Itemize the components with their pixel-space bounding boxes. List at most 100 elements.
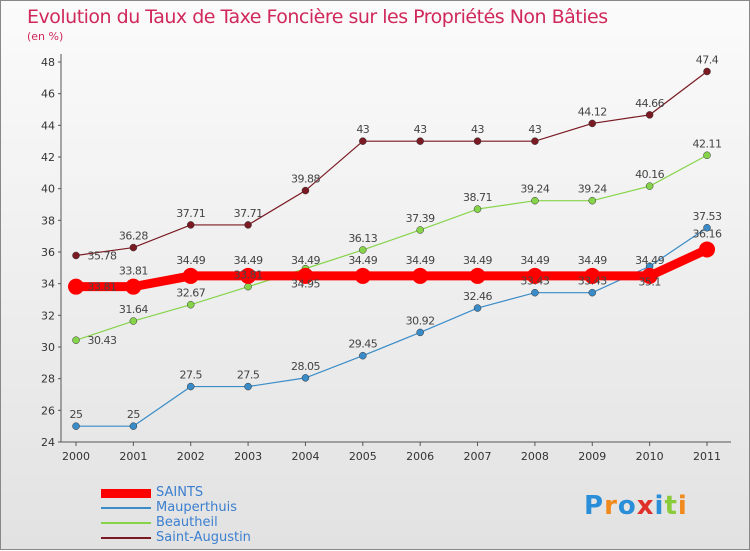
- data-label: 39.88: [291, 173, 320, 186]
- data-point: [68, 278, 84, 295]
- data-label: 34.49: [176, 254, 205, 267]
- data-point: [412, 267, 429, 284]
- data-label: 32.46: [463, 290, 492, 303]
- data-label: 37.53: [693, 210, 722, 223]
- data-label: 25: [127, 408, 140, 421]
- data-label: 34.49: [291, 254, 320, 267]
- data-label: 33.81: [119, 265, 148, 278]
- legend-swatch: [101, 489, 151, 498]
- data-point: [588, 196, 597, 205]
- legend-swatch: [101, 537, 151, 539]
- data-point: [301, 186, 310, 195]
- data-point: [240, 267, 257, 284]
- data-point: [473, 304, 482, 312]
- data-point: [186, 382, 195, 391]
- data-point: [531, 288, 539, 297]
- legend-swatch: [101, 522, 151, 524]
- data-label: 34.49: [463, 254, 492, 267]
- legend-label: Beautheil: [156, 515, 218, 530]
- data-point: [244, 221, 252, 229]
- legend-swatch: [101, 507, 151, 509]
- legend-label: Mauperthuis: [156, 500, 237, 515]
- data-point: [526, 267, 543, 284]
- proxiti-logo: Proxiti: [584, 491, 688, 521]
- legend-item: SAINTS: [101, 485, 401, 500]
- data-label: 33.81: [88, 281, 117, 294]
- legend-item: Mauperthuis: [101, 500, 401, 515]
- x-tick-label: 2001: [119, 450, 147, 463]
- data-point: [354, 267, 371, 284]
- data-point: [129, 243, 138, 252]
- data-point: [584, 267, 601, 284]
- data-point: [72, 336, 80, 344]
- series-line-mauperthuis: [76, 227, 708, 427]
- series-lines: [68, 67, 715, 430]
- y-tick-label: 24: [41, 436, 55, 449]
- data-label: 33.81: [234, 269, 263, 282]
- data-point: [469, 267, 486, 284]
- data-point: [588, 119, 597, 128]
- data-label: 33.43: [578, 275, 607, 288]
- legend-label: Saint-Augustin: [156, 530, 251, 545]
- data-point: [129, 317, 138, 325]
- data-label: 34.49: [578, 254, 607, 267]
- data-point: [641, 267, 658, 284]
- x-tick-label: 2000: [62, 450, 90, 463]
- x-tick-label: 2005: [349, 450, 377, 463]
- data-label: 34.49: [348, 254, 377, 267]
- data-point: [588, 288, 597, 297]
- x-tick-label: 2002: [177, 450, 205, 463]
- data-label: 36.13: [348, 232, 377, 245]
- data-label: 34.49: [406, 254, 435, 267]
- data-label: 39.24: [578, 183, 607, 196]
- data-point: [473, 205, 482, 213]
- data-point: [182, 267, 199, 284]
- legend-item: Saint-Augustin: [101, 530, 401, 545]
- y-tick-label: 30: [41, 341, 55, 354]
- y-tick-label: 42: [41, 151, 55, 164]
- data-point: [645, 182, 654, 190]
- data-point: [359, 137, 367, 145]
- data-label: 42.11: [693, 137, 722, 150]
- data-point: [72, 422, 80, 430]
- data-label: 27.5: [237, 369, 260, 382]
- data-point: [297, 267, 314, 284]
- data-label: 34.49: [234, 254, 263, 267]
- y-tick-label: 32: [41, 309, 55, 322]
- data-label: 36.28: [119, 230, 148, 243]
- x-tick-label: 2011: [693, 450, 721, 463]
- data-label: 30.43: [88, 334, 117, 347]
- data-label: 39.24: [520, 183, 549, 196]
- data-point: [244, 382, 252, 391]
- data-label: 34.49: [635, 254, 664, 267]
- data-label: 44.12: [578, 105, 607, 118]
- series-line-beautheil: [75, 154, 708, 341]
- data-label: 28.05: [291, 360, 320, 373]
- data-label: 30.92: [406, 314, 435, 327]
- data-point: [416, 328, 424, 337]
- y-tick-label: 34: [41, 278, 55, 291]
- data-label: 35.1: [638, 275, 661, 288]
- y-tick-label: 36: [41, 246, 55, 259]
- chart-subtitle: (en %): [27, 30, 64, 43]
- data-label: 29.45: [348, 338, 377, 351]
- data-label: 34.49: [520, 254, 549, 267]
- data-point: [703, 151, 711, 160]
- x-tick-label: 2003: [234, 450, 262, 463]
- x-tick-label: 2007: [464, 450, 492, 463]
- data-label: 37.71: [176, 207, 205, 220]
- y-tick-label: 48: [41, 56, 55, 69]
- data-label: 35.78: [88, 249, 117, 262]
- y-tick-label: 38: [41, 214, 55, 227]
- data-label: 36.16: [693, 227, 722, 240]
- data-label: 43: [528, 123, 541, 136]
- data-point: [699, 241, 715, 258]
- data-point: [186, 300, 195, 309]
- y-tick-label: 40: [41, 183, 55, 196]
- data-label: 47.4: [696, 54, 719, 67]
- data-label: 43: [414, 123, 427, 136]
- x-tick-label: 2006: [406, 450, 434, 463]
- data-point: [416, 226, 424, 234]
